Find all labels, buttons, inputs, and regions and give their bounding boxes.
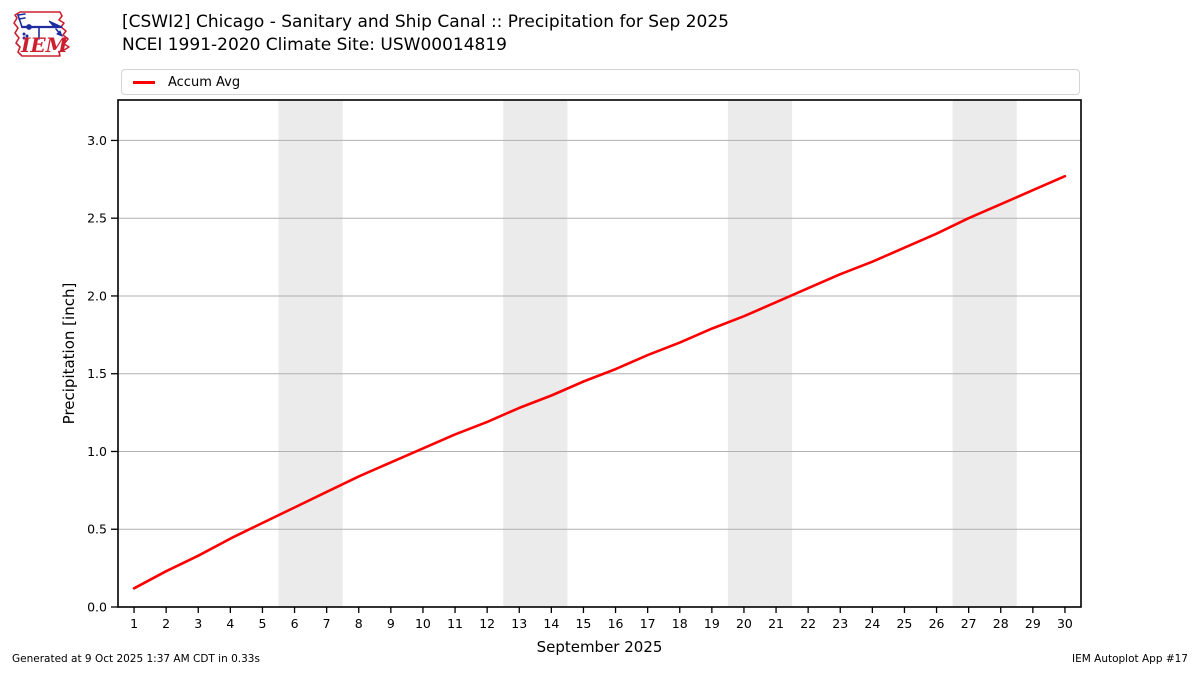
- y-tick-label: 0.0: [87, 600, 107, 615]
- legend: Accum Avg: [121, 69, 1080, 95]
- legend-label: Accum Avg: [168, 74, 241, 90]
- y-tick-label: 2.0: [87, 288, 107, 303]
- x-tick-label: 23: [832, 616, 848, 631]
- x-tick-label: 6: [291, 616, 299, 631]
- iem-logo: IEM: [13, 11, 70, 57]
- x-tick-label: 20: [736, 616, 752, 631]
- x-tick-label: 12: [479, 616, 495, 631]
- x-tick-label: 25: [896, 616, 912, 631]
- weekend-band: [278, 100, 343, 607]
- x-tick-label: 9: [387, 616, 395, 631]
- weekend-band: [727, 100, 793, 607]
- x-tick-label: 7: [323, 616, 331, 631]
- x-tick-label: 21: [768, 616, 784, 631]
- y-tick-label: 0.5: [87, 522, 107, 537]
- x-tick-label: 24: [864, 616, 880, 631]
- x-axis-label: September 2025: [537, 638, 663, 656]
- chart-subtitle: NCEI 1991-2020 Climate Site: USW00014819: [122, 35, 507, 55]
- x-tick-label: 3: [194, 616, 202, 631]
- generated-timestamp: Generated at 9 Oct 2025 1:37 AM CDT in 0…: [12, 653, 260, 665]
- x-tick-label: 30: [1057, 616, 1073, 631]
- x-tick-label: 2: [162, 616, 170, 631]
- y-tick-label: 2.5: [87, 211, 107, 226]
- y-tick-label: 1.0: [87, 444, 107, 459]
- x-tick-label: 19: [704, 616, 720, 631]
- iowa-outline: [13, 11, 70, 57]
- x-tick-label: 22: [800, 616, 816, 631]
- weekend-band: [952, 100, 1017, 607]
- x-tick-label: 28: [993, 616, 1009, 631]
- x-tick-label: 26: [929, 616, 945, 631]
- x-tick-label: 4: [226, 616, 234, 631]
- x-tick-label: 16: [608, 616, 624, 631]
- iem-logo-text: IEM: [20, 33, 69, 57]
- x-tick-label: 5: [258, 616, 266, 631]
- plot-border: [117, 99, 1082, 608]
- chart-title: [CSWI2] Chicago - Sanitary and Ship Cana…: [122, 12, 729, 32]
- y-tick-label: 1.5: [87, 366, 107, 381]
- x-tick-label: 13: [511, 616, 527, 631]
- x-tick-label: 8: [355, 616, 363, 631]
- accum-avg-line: [132, 174, 1067, 590]
- x-tick-label: 29: [1025, 616, 1041, 631]
- x-tick-label: 10: [415, 616, 431, 631]
- y-tick-label: 3.0: [87, 133, 107, 148]
- y-axis-label: Precipitation [inch]: [60, 283, 78, 425]
- weekend-band: [503, 100, 568, 607]
- x-tick-label: 17: [640, 616, 656, 631]
- x-tick-label: 14: [543, 616, 559, 631]
- app-credit: IEM Autoplot App #17: [1072, 653, 1188, 665]
- x-tick-label: 15: [575, 616, 591, 631]
- weather-vane-icon: [17, 13, 63, 40]
- x-tick-label: 18: [672, 616, 688, 631]
- x-tick-label: 27: [961, 616, 977, 631]
- title-block: [CSWI2] Chicago - Sanitary and Ship Cana…: [122, 11, 729, 57]
- legend-line-sample: [133, 80, 155, 84]
- x-tick-label: 1: [130, 616, 138, 631]
- x-tick-label: 11: [447, 616, 463, 631]
